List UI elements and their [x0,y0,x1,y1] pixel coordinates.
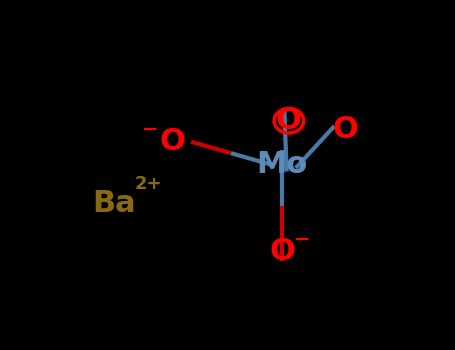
Text: Mo: Mo [257,150,308,179]
Text: O: O [333,115,359,144]
Text: O: O [269,238,295,266]
Text: O: O [160,127,186,156]
Text: −: − [294,230,311,249]
Text: 2+: 2+ [134,175,162,193]
Text: O: O [276,106,302,135]
Text: −: − [142,120,158,139]
Text: Ba: Ba [92,189,136,217]
